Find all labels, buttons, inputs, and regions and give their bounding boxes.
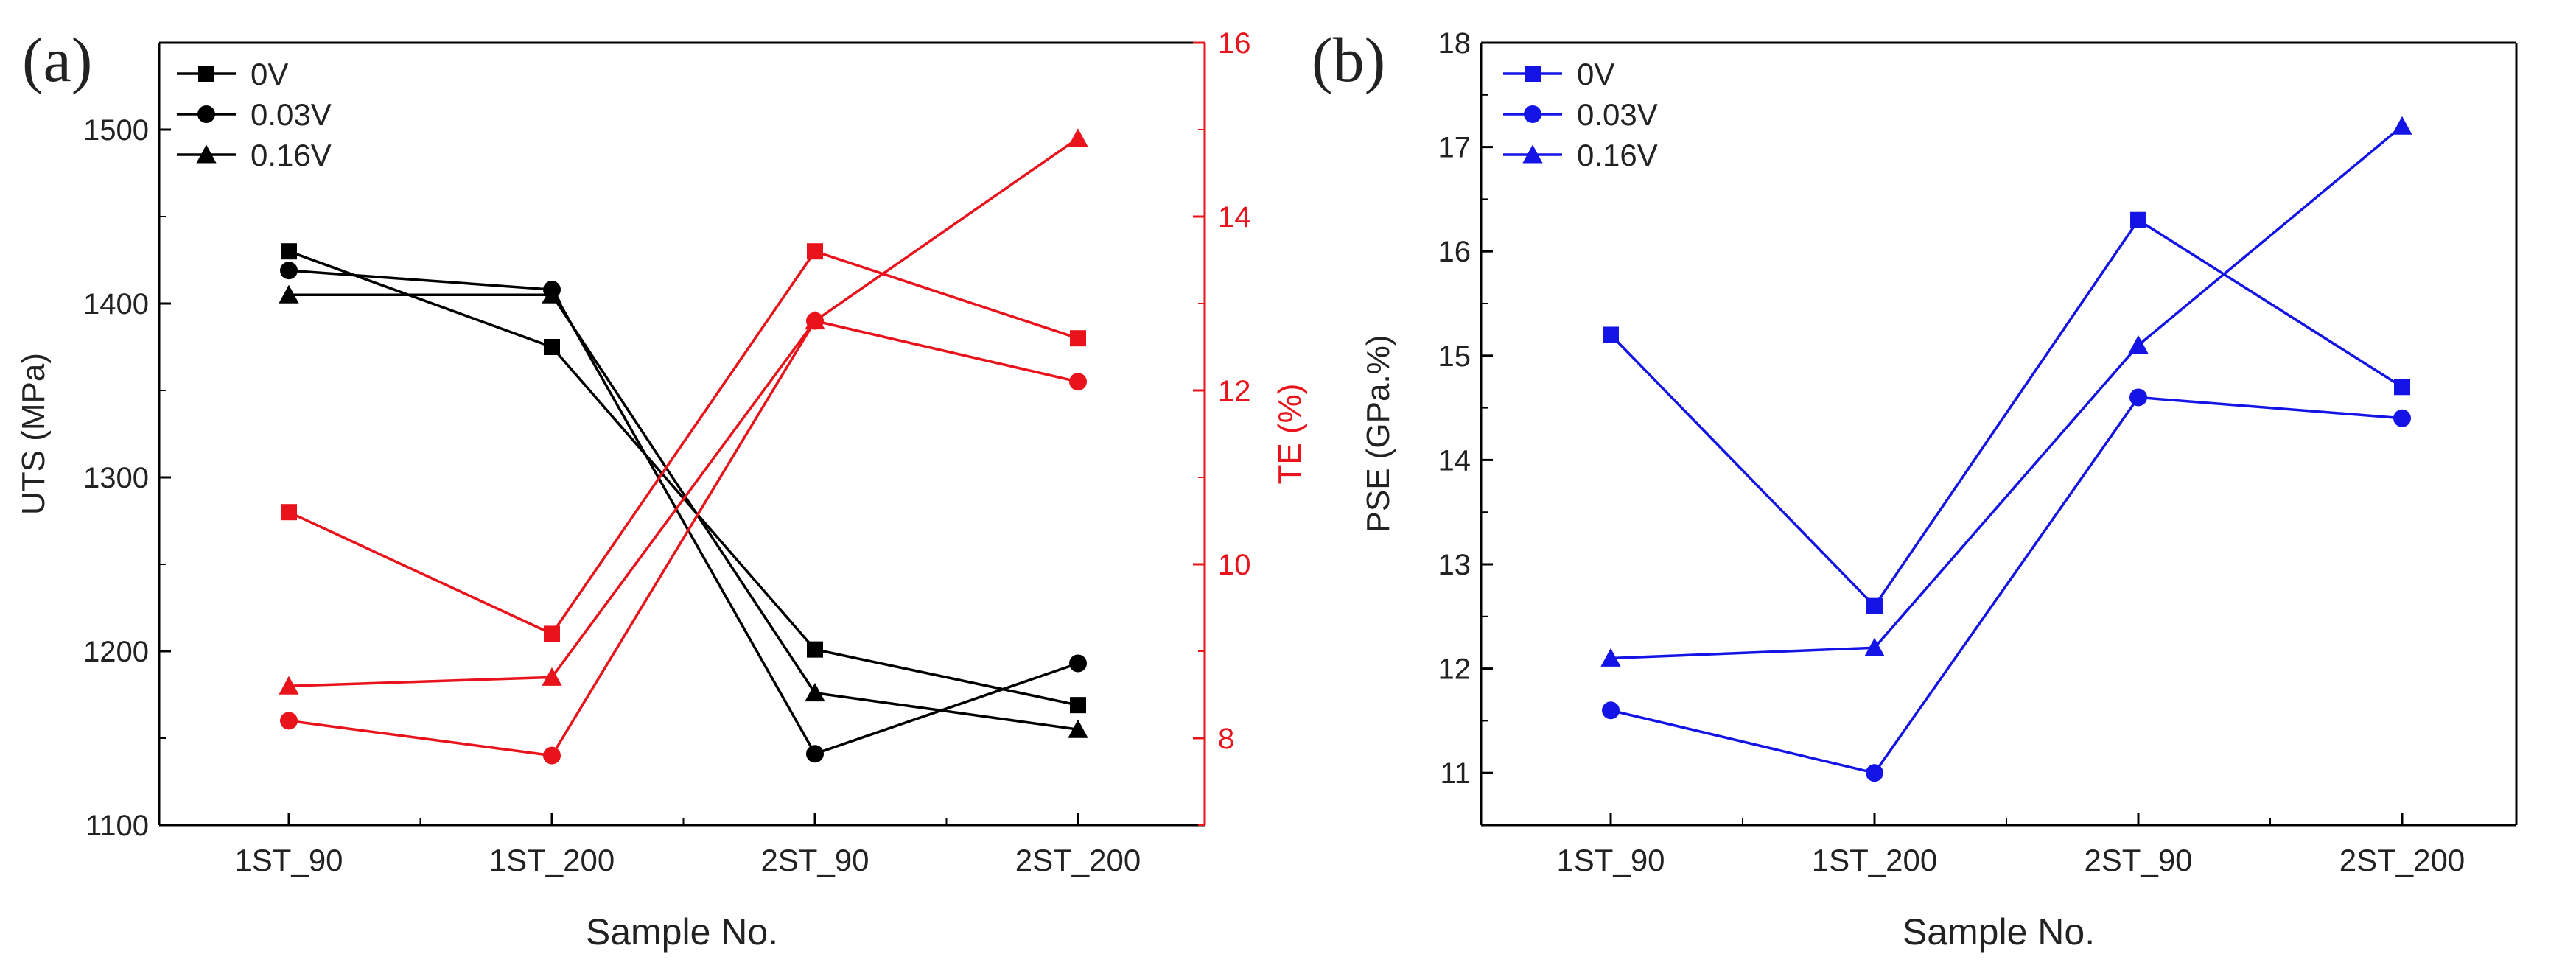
legend-label: 0V (251, 57, 288, 91)
legend-marker (197, 105, 215, 123)
y-tick-label: 17 (1438, 132, 1471, 164)
y2-tick-label: 14 (1218, 201, 1251, 234)
series-line-0V (288, 250, 1079, 706)
x-tick-label: 1ST_200 (489, 843, 615, 877)
legend-marker (1522, 144, 1543, 164)
series-line-0.16V (1610, 124, 2404, 660)
legend-label: 0.03V (251, 97, 332, 132)
legend-marker (1525, 66, 1541, 82)
data-point-0V-1ST_90 (1603, 326, 1619, 343)
data-point-0V-1ST_200 (544, 339, 560, 355)
data-point-0V-2ST_200 (1070, 697, 1086, 714)
data-point-0.16V-2ST_90 (2128, 335, 2149, 354)
panel-label: (a) (22, 24, 92, 95)
y2-tick-label: 16 (1218, 27, 1251, 60)
y-tick-label: 1400 (83, 288, 149, 320)
data-point-0V-2ST_200 (2394, 379, 2410, 396)
x-tick-label: 1ST_200 (1812, 843, 1937, 877)
x-tick-label: 1ST_90 (234, 843, 343, 877)
legend-marker (1524, 105, 1541, 123)
y-tick-label: 16 (1438, 236, 1471, 268)
x-axis-title: Sample No. (1903, 911, 2095, 953)
legend-label: 0.03V (1577, 97, 1658, 132)
y-axis-title: UTS (MPa) (15, 353, 52, 515)
data-point-0.16V-2ST_200 (1068, 719, 1088, 738)
x-tick-label: 2ST_200 (2339, 843, 2465, 877)
data-point-0.16V-1ST_200 (542, 284, 562, 304)
data-point-0.16V-2ST_200 (2392, 116, 2412, 135)
x-tick-label: 2ST_90 (760, 843, 869, 877)
legend-marker (196, 144, 217, 164)
data-point-0V-2ST_90 (2130, 211, 2146, 228)
series-line-0V (1609, 218, 2403, 608)
data-point-0.03V-1ST_200 (543, 746, 561, 765)
y-tick-label: 11 (1440, 757, 1471, 790)
y-tick-label: 1100 (85, 810, 149, 842)
x-tick-label: 2ST_90 (2084, 843, 2192, 877)
chart-panel-2: 11 12 13 14 15 16 17 18 1ST_90 1ST_200 2ST_90 2ST_2… (1312, 24, 2518, 953)
data-point-0.16V-1ST_200 (542, 667, 562, 686)
data-point-0V-2ST_90 (807, 243, 823, 260)
x-axis-title: Sample No. (586, 911, 778, 953)
y2-tick-label: 8 (1218, 723, 1234, 755)
y2-tick-label: 10 (1218, 549, 1251, 581)
data-point-0.03V-2ST_90 (806, 745, 824, 763)
panel-label: (b) (1312, 24, 1385, 95)
series-line-0.03V (288, 319, 1079, 757)
data-point-0.03V-2ST_200 (1069, 654, 1087, 673)
data-point-0.16V-2ST_90 (805, 683, 825, 702)
y-tick-label: 14 (1438, 444, 1471, 477)
data-point-0.16V-2ST_200 (1068, 128, 1088, 147)
data-point-0V-2ST_90 (807, 641, 823, 658)
legend-marker (198, 66, 214, 82)
y-axis-title: PSE (GPa.%) (1360, 335, 1396, 533)
series-line-0.16V (289, 293, 1079, 731)
series-line-0.16V (288, 137, 1079, 687)
data-point-0.03V-1ST_90 (280, 712, 298, 730)
legend-label: 0V (1577, 57, 1614, 91)
data-point-0V-2ST_200 (1070, 330, 1086, 347)
data-point-0.16V-1ST_90 (279, 284, 299, 304)
y-tick-label: 15 (1438, 340, 1471, 373)
series-line-0.03V (1610, 396, 2403, 775)
data-point-0V-1ST_200 (1866, 597, 1883, 614)
data-point-0V-1ST_90 (281, 243, 297, 260)
data-point-0.16V-1ST_90 (1600, 648, 1621, 667)
data-point-0.16V-1ST_90 (279, 676, 299, 695)
y2-tick-label: 12 (1218, 375, 1251, 407)
data-point-0.03V-2ST_90 (2129, 388, 2147, 407)
legend-label: 0.16V (1577, 138, 1658, 172)
y-tick-label: 18 (1438, 27, 1471, 60)
data-point-0.03V-1ST_90 (280, 262, 298, 280)
y2-axis-title: TE (%) (1272, 384, 1308, 485)
data-point-0.03V-1ST_90 (1602, 701, 1620, 720)
data-point-0V-1ST_200 (544, 625, 560, 642)
chart-panel-1: 1100 1200 1300 1400 1500 8 10 12 14 16 1ST_90 1ST_2… (15, 24, 1308, 953)
y-tick-label: 1500 (83, 114, 149, 147)
series-line-0V (288, 250, 1079, 636)
series-line-0.03V (288, 269, 1079, 756)
data-point-0.03V-1ST_200 (1866, 764, 1883, 782)
data-point-0.16V-2ST_90 (805, 311, 825, 330)
x-tick-label: 1ST_90 (1556, 843, 1665, 877)
y-tick-label: 12 (1438, 653, 1471, 686)
data-point-0.03V-2ST_200 (2393, 409, 2411, 427)
data-point-0.03V-2ST_200 (1069, 373, 1087, 391)
y-tick-label: 1300 (83, 462, 149, 494)
data-point-0V-1ST_90 (281, 504, 297, 521)
y-tick-label: 13 (1438, 549, 1471, 581)
x-tick-label: 2ST_200 (1015, 843, 1141, 877)
data-point-0.16V-1ST_200 (1864, 637, 1885, 656)
legend-label: 0.16V (251, 138, 332, 172)
y-tick-label: 1200 (83, 636, 149, 668)
